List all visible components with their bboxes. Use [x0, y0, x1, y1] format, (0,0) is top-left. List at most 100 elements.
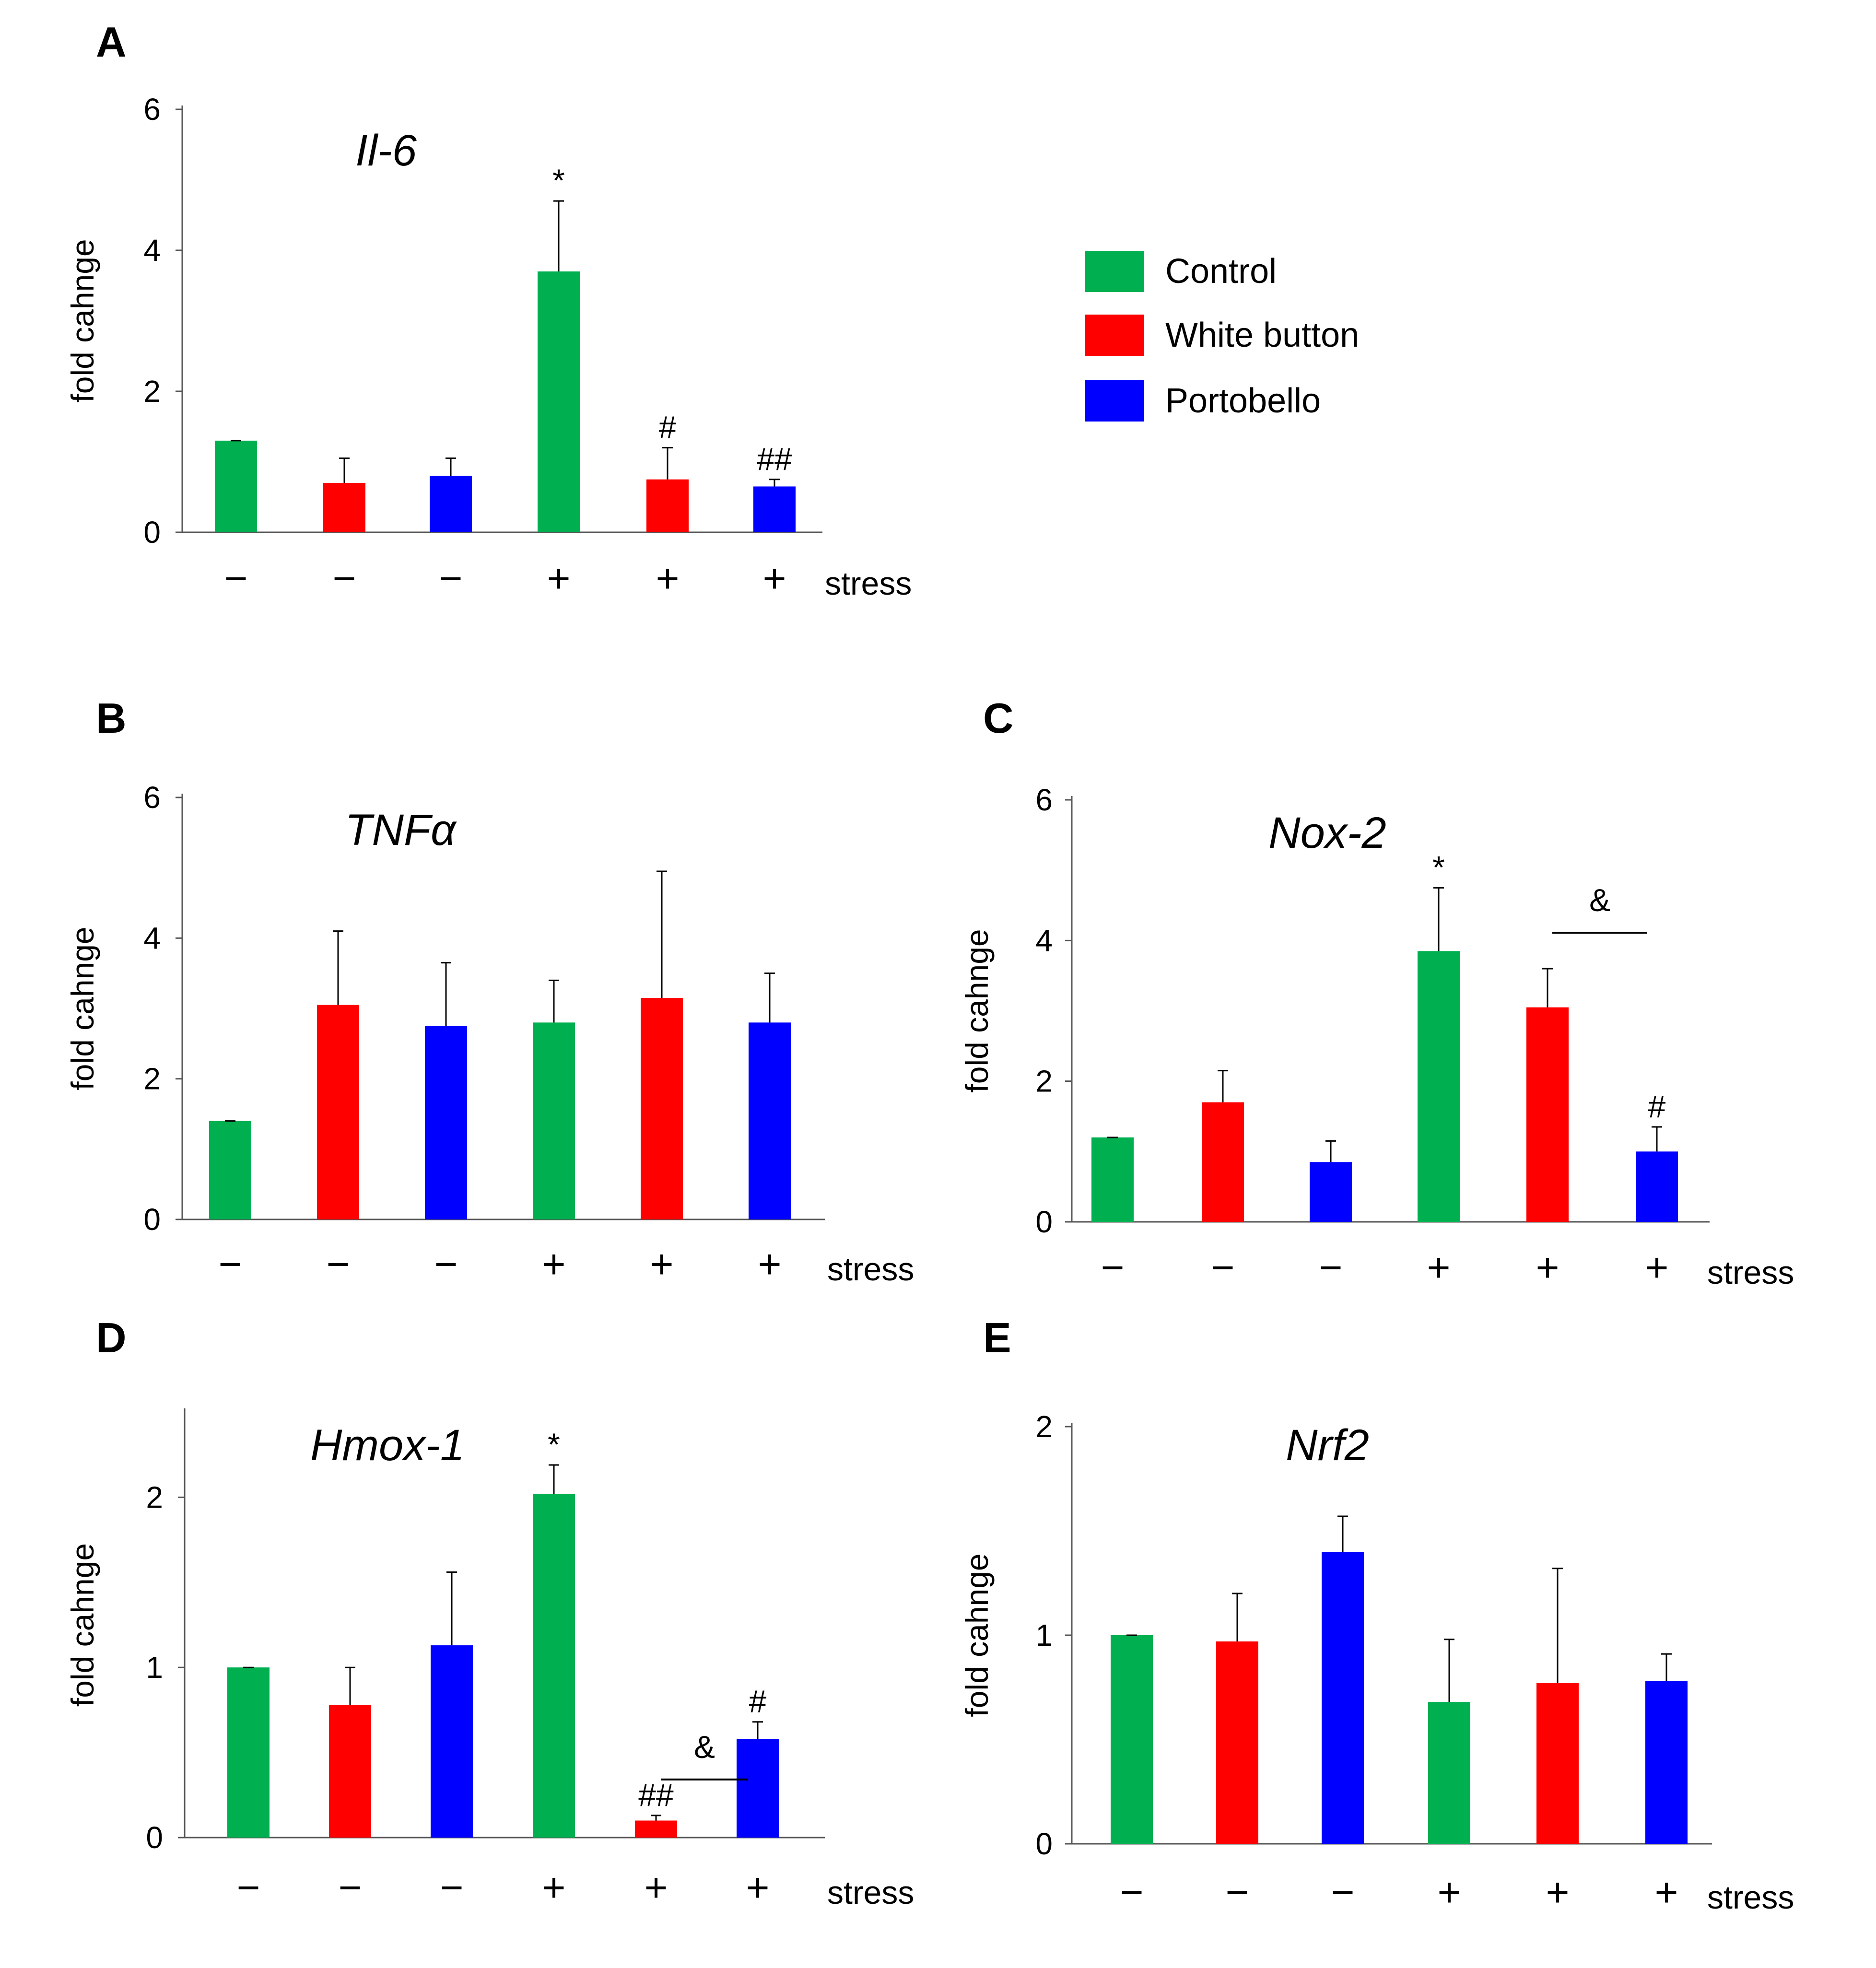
panel-c: C Nox-2 fold cahnge 0 2 4 6 − − − * + + # + & stress: [959, 694, 1794, 1291]
bracket-label: &: [1589, 882, 1610, 918]
bar: [1536, 1683, 1579, 1844]
bar: [430, 476, 472, 532]
bar: [749, 1022, 791, 1219]
stress-sign: −: [434, 1242, 457, 1287]
bar: [1645, 1681, 1688, 1844]
stress-sign: −: [236, 1865, 260, 1910]
y-tick-label: 4: [1035, 923, 1053, 958]
stress-sign: −: [1319, 1245, 1342, 1290]
stress-sign: +: [656, 556, 679, 601]
legend-swatch: [1085, 251, 1144, 292]
y-tick-label: 4: [143, 921, 161, 955]
stress-sign: −: [224, 556, 247, 601]
y-axis-label: fold cahnge: [65, 239, 100, 402]
y-tick-label: 0: [1035, 1205, 1053, 1239]
panel-d: D Hmox-1 fold cahnge 0 1 2 − − − * + ## + # + & stress: [65, 1314, 914, 1911]
bar: [1202, 1102, 1244, 1222]
bar: [227, 1667, 270, 1838]
chart-title: Il-6: [355, 126, 417, 175]
legend-swatch: [1085, 315, 1144, 356]
stress-sign: +: [1536, 1245, 1559, 1290]
y-tick-label: 6: [143, 92, 161, 127]
y-tick-label: 0: [143, 1202, 161, 1237]
stress-label: stress: [1707, 1879, 1794, 1916]
chart-title: Nox-2: [1268, 808, 1386, 857]
chart-title: TNFα: [345, 806, 457, 855]
bar: [215, 440, 257, 532]
stress-sign: −: [326, 1242, 350, 1287]
legend-swatch: [1085, 380, 1144, 422]
legend-label: Portobello: [1165, 382, 1321, 420]
y-tick-label: 0: [146, 1820, 163, 1855]
y-tick-label: 4: [143, 233, 161, 268]
bar: [646, 479, 689, 532]
bar: [1428, 1702, 1470, 1844]
stress-sign: +: [547, 556, 570, 601]
stress-sign: +: [762, 556, 786, 601]
y-tick-label: 2: [1035, 1409, 1053, 1444]
bar: [1216, 1641, 1258, 1844]
panel-letter: C: [983, 694, 1014, 742]
stress-sign: +: [644, 1865, 668, 1910]
y-tick-label: 2: [146, 1480, 163, 1514]
significance-mark: *: [548, 1427, 560, 1462]
y-tick-label: 2: [143, 374, 161, 409]
stress-sign: +: [1427, 1245, 1450, 1290]
bar: [425, 1026, 467, 1219]
stress-sign: −: [338, 1865, 362, 1910]
stress-sign: +: [1546, 1870, 1569, 1915]
stress-sign: +: [542, 1242, 565, 1287]
bar: [1418, 951, 1460, 1222]
significance-mark: ##: [638, 1777, 674, 1813]
panel-letter: E: [983, 1314, 1011, 1361]
y-tick-label: 2: [1035, 1064, 1053, 1099]
bar: [431, 1645, 473, 1838]
y-tick-label: 1: [1035, 1618, 1053, 1652]
significance-mark: ##: [757, 441, 792, 477]
bar: [317, 1005, 359, 1219]
significance-mark: #: [659, 410, 677, 445]
stress-sign: −: [439, 556, 462, 601]
legend-item: Control: [1085, 251, 1277, 292]
panel-a: A Il-6 fold cahnge 0 2 4 6 − − − * + # + ## + stress: [65, 18, 912, 602]
y-axis-label: fold cahnge: [65, 926, 100, 1090]
legend-label: Control: [1165, 252, 1277, 291]
stress-sign: −: [1211, 1245, 1234, 1290]
y-tick-label: 0: [1035, 1827, 1053, 1861]
stress-label: stress: [827, 1251, 914, 1288]
stress-sign: +: [1437, 1870, 1461, 1915]
bar: [1322, 1552, 1364, 1844]
y-tick-label: 2: [143, 1062, 161, 1096]
y-axis-label: fold cahnge: [959, 929, 995, 1092]
stress-sign: −: [1120, 1870, 1143, 1915]
significance-mark: *: [552, 163, 565, 198]
legend-label: White button: [1165, 316, 1359, 354]
stress-sign: −: [1331, 1870, 1354, 1915]
panel-letter: D: [96, 1314, 127, 1361]
bar: [538, 271, 580, 532]
y-tick-label: 1: [146, 1650, 163, 1685]
stress-sign: −: [1101, 1245, 1124, 1290]
y-axis-label: fold cahnge: [959, 1553, 995, 1717]
bar: [1636, 1151, 1678, 1222]
y-axis-label: fold cahnge: [65, 1543, 100, 1707]
bar: [323, 483, 365, 532]
stress-sign: +: [542, 1865, 565, 1910]
stress-label: stress: [1707, 1254, 1794, 1291]
stress-sign: −: [332, 556, 356, 601]
y-tick-label: 0: [143, 515, 161, 550]
legend-item: Portobello: [1085, 380, 1321, 422]
stress-sign: +: [758, 1242, 781, 1287]
stress-label: stress: [825, 565, 912, 602]
legend-item: White button: [1085, 315, 1359, 356]
panel-b: B TNFα fold cahnge 0 2 4 6 − − − + + + stress: [65, 694, 914, 1288]
y-tick-label: 6: [1035, 783, 1053, 817]
significance-mark: #: [749, 1684, 767, 1719]
panel-e: E Nrf2 fold cahnge 0 1 2 − − − + + + stress: [959, 1314, 1794, 1916]
bar: [753, 486, 796, 532]
bar: [737, 1739, 779, 1838]
bar: [1526, 1007, 1569, 1222]
bar: [1111, 1635, 1153, 1844]
panel-letter: A: [96, 18, 127, 66]
significance-mark: #: [1648, 1089, 1666, 1124]
